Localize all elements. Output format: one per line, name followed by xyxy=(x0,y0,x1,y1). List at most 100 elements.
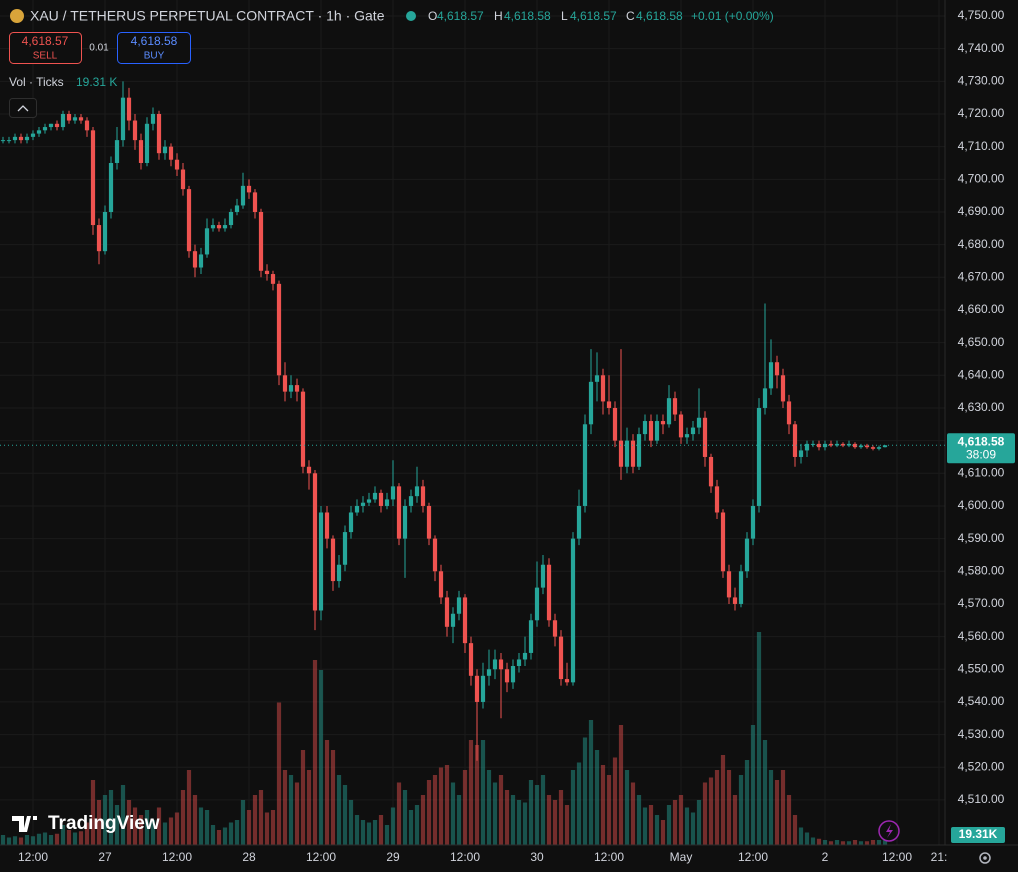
candle-body xyxy=(318,512,324,611)
volume-bar xyxy=(726,770,732,845)
y-tick-label: 4,690.00 xyxy=(958,204,1005,218)
y-tick-label: 4,510.00 xyxy=(958,792,1005,806)
volume-bar xyxy=(612,757,618,845)
candle-body xyxy=(6,140,12,142)
volume-bar xyxy=(366,822,372,845)
candle-body xyxy=(768,362,774,389)
y-tick-label: 4,560.00 xyxy=(958,629,1005,643)
volume-bar xyxy=(342,785,348,845)
candle-body xyxy=(186,189,192,252)
volume-bar xyxy=(846,841,852,845)
candle-body xyxy=(90,130,96,226)
candle-body xyxy=(612,407,618,441)
candle-body xyxy=(744,538,750,572)
volume-bar xyxy=(120,785,126,845)
ohlc-value: 4,618.58 xyxy=(636,9,683,23)
candle-body xyxy=(390,486,396,500)
candle-body xyxy=(726,571,732,598)
candle-body xyxy=(684,434,690,438)
y-tick-label: 4,680.00 xyxy=(958,237,1005,251)
chart-title: XAU / TETHERUS PERPETUAL CONTRACT · 1h ·… xyxy=(30,8,385,24)
candle-body xyxy=(720,512,726,572)
candle-body xyxy=(750,505,756,539)
candle-body xyxy=(276,283,282,376)
volume-bar xyxy=(504,790,510,845)
candle-body xyxy=(840,443,846,446)
collapse-button[interactable] xyxy=(9,98,37,118)
volume-bar xyxy=(438,767,444,845)
volume-bar xyxy=(852,840,858,845)
volume-bar xyxy=(396,782,402,845)
volume-bar xyxy=(390,807,396,845)
settings-button[interactable] xyxy=(979,852,991,864)
y-tick-label: 4,660.00 xyxy=(958,302,1005,316)
lightning-button[interactable] xyxy=(878,820,900,842)
x-tick-label: 12:00 xyxy=(18,850,48,864)
watermark-logo xyxy=(12,816,37,832)
candle-body xyxy=(600,375,606,402)
candle-body xyxy=(690,427,696,435)
volume-bar xyxy=(444,765,450,845)
sell-button[interactable] xyxy=(9,32,82,64)
volume-bar xyxy=(498,775,504,845)
candle-body xyxy=(594,375,600,382)
candle-body xyxy=(312,473,318,611)
candle-body xyxy=(792,424,798,457)
y-tick-label: 4,530.00 xyxy=(958,727,1005,741)
candle-body xyxy=(714,486,720,513)
volume-bar xyxy=(414,805,420,845)
volume-bar xyxy=(744,760,750,845)
volume-bar xyxy=(786,795,792,845)
candle-body xyxy=(774,362,780,376)
candle-body xyxy=(564,679,570,683)
volume-bar xyxy=(522,802,528,845)
candle-body xyxy=(420,486,426,506)
candle-body xyxy=(480,675,486,702)
candle-body xyxy=(510,666,516,683)
buy-button[interactable] xyxy=(117,32,191,64)
x-tick-label: May xyxy=(670,850,693,864)
candle-body xyxy=(378,492,384,506)
candle-body xyxy=(522,652,528,660)
candle-body xyxy=(654,421,660,441)
volume-bar xyxy=(186,770,192,845)
market-status[interactable] xyxy=(406,11,416,21)
volume-badge xyxy=(951,827,1005,843)
x-tick-label: 21: xyxy=(931,850,948,864)
volume-bar xyxy=(72,832,78,845)
x-tick-label: 2 xyxy=(822,850,829,864)
volume-bar xyxy=(678,795,684,845)
volume-bar xyxy=(168,817,174,845)
volume-bar xyxy=(36,833,42,845)
candle-body xyxy=(876,447,882,449)
candle-body xyxy=(294,385,300,392)
volume-bar xyxy=(480,740,486,845)
volume-bar xyxy=(264,812,270,845)
y-tick-label: 4,520.00 xyxy=(958,759,1005,773)
volume-bar xyxy=(558,790,564,845)
ohlc-value: 4,618.57 xyxy=(570,9,617,23)
candle-body xyxy=(492,659,498,670)
candle-body xyxy=(228,211,234,226)
volume-bar xyxy=(84,822,90,845)
candle-body xyxy=(174,159,180,170)
volume-bar xyxy=(276,702,282,845)
candle-body xyxy=(72,117,78,121)
candle-body xyxy=(570,538,576,683)
candle-body xyxy=(438,571,444,598)
volume-bar xyxy=(372,820,378,845)
volume-bar xyxy=(348,800,354,845)
candle-layer xyxy=(0,81,888,761)
candle-body xyxy=(828,443,834,446)
ohlc-key: O xyxy=(428,9,437,23)
candle-body xyxy=(834,443,840,446)
candle-body xyxy=(150,113,156,124)
volume-bar xyxy=(834,840,840,845)
candle-body xyxy=(102,211,108,252)
volume-bar xyxy=(126,800,132,845)
volume-bar xyxy=(570,770,576,845)
volume-bar xyxy=(732,795,738,845)
candle-body xyxy=(252,192,258,212)
